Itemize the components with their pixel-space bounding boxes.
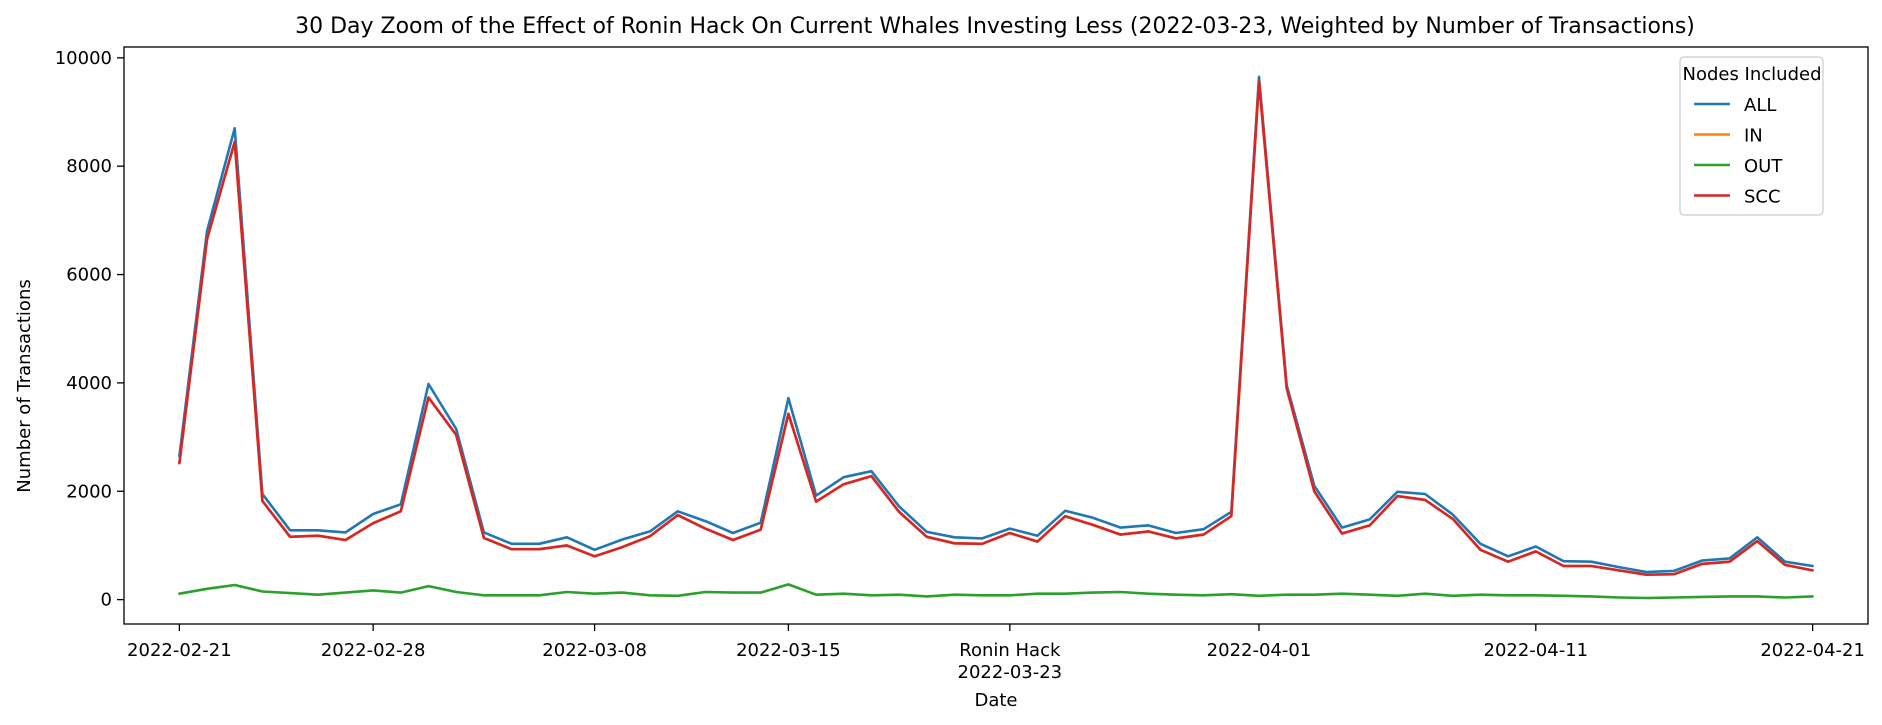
series-line-out	[178, 583, 1814, 600]
y-tick-label: 4000	[66, 373, 112, 394]
y-axis-label: Number of Transactions	[14, 279, 35, 492]
y-tick-label: 2000	[66, 481, 112, 502]
x-tick-label: 2022-02-28	[321, 640, 426, 661]
series-line-in	[178, 80, 1814, 577]
legend-label-in: IN	[1744, 126, 1763, 147]
x-tick-label: 2022-04-11	[1484, 640, 1589, 661]
legend-label-all: ALL	[1744, 95, 1776, 116]
x-tick-label: 2022-03-15	[736, 640, 841, 661]
plot-frame	[123, 46, 1869, 625]
series-line-scc	[178, 80, 1814, 577]
y-tick-label: 6000	[66, 265, 112, 286]
y-tick-label: 10000	[55, 48, 112, 69]
legend: Nodes Included ALL IN OUT SCC	[1679, 56, 1824, 216]
legend-label-scc: SCC	[1744, 187, 1781, 208]
x-tick-label: 2022-02-21	[127, 640, 232, 661]
series-line-all	[178, 75, 1814, 574]
x-axis-label: Date	[974, 690, 1017, 711]
legend-label-out: OUT	[1744, 156, 1783, 177]
annotation-label: Ronin Hack	[959, 640, 1061, 661]
axes: 0 2000 4000 6000 8000 10000 2022-02-21 2022-02-…	[55, 48, 1865, 683]
x-tick-label: 2022-03-23	[958, 662, 1063, 683]
chart-title: 30 Day Zoom of the Effect of Ronin Hack …	[295, 14, 1695, 39]
legend-box	[1679, 56, 1824, 216]
legend-title: Nodes Included	[1682, 64, 1821, 85]
x-tick-label: 2022-03-08	[542, 640, 647, 661]
y-tick-label: 8000	[66, 156, 112, 177]
y-tick-label: 0	[101, 590, 112, 611]
x-tick-label: 2022-04-01	[1207, 640, 1312, 661]
plot-area	[178, 75, 1814, 600]
x-tick-label: 2022-04-21	[1760, 640, 1865, 661]
